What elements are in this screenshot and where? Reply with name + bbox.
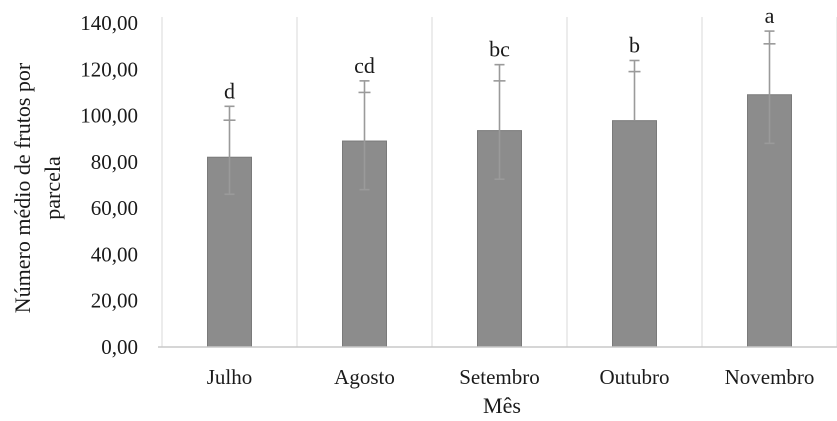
y-axis-title: Número médio de frutos por parcela [10, 62, 65, 313]
y-axis-title-line-2: parcela [40, 156, 65, 220]
bar [612, 120, 657, 348]
y-tick-label: 20,00 [91, 289, 138, 313]
significance-letter: b [629, 32, 640, 57]
significance-letters: d cd bc b a [224, 3, 775, 103]
significance-letter: d [224, 78, 235, 103]
significance-letter: a [765, 3, 775, 28]
y-tick-labels: 0,00 20,00 40,00 60,00 80,00 100,00 120,00 140,… [80, 11, 138, 359]
bars [207, 94, 792, 348]
significance-letter: cd [354, 53, 375, 78]
y-tick-label: 120,00 [80, 57, 138, 81]
x-tick-label: Julho [207, 365, 253, 389]
x-tick-label: Outubro [600, 365, 670, 389]
x-tick-labels: Julho Agosto Setembro Outubro Novembro [207, 365, 815, 389]
y-tick-label: 60,00 [91, 196, 138, 220]
grid-lines [161, 17, 837, 347]
x-axis-title: Mês [483, 393, 521, 418]
x-tick-label: Agosto [334, 365, 395, 389]
significance-letter: bc [489, 37, 510, 62]
y-tick-label: 80,00 [91, 150, 138, 174]
x-tick-label: Setembro [459, 365, 539, 389]
x-tick-label: Novembro [725, 365, 815, 389]
y-tick-label: 0,00 [101, 335, 138, 359]
y-tick-label: 40,00 [91, 242, 138, 266]
y-tick-label: 100,00 [80, 104, 138, 128]
error-bars [223, 30, 776, 196]
y-axis-title-line-1: Número médio de frutos por [10, 62, 35, 313]
y-tick-label: 140,00 [80, 11, 138, 35]
